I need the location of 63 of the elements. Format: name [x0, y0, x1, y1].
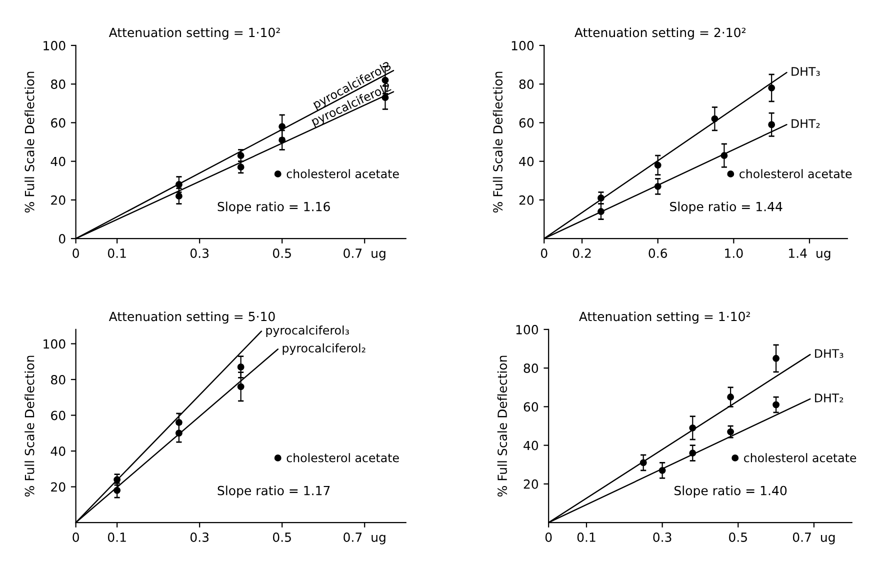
- x-tick-label: 0.1: [108, 248, 126, 258]
- legend-label: cholesterol acetate: [286, 169, 399, 178]
- y-tick-label: 20: [524, 479, 538, 489]
- annotation: Slope ratio = 1.16: [218, 202, 330, 214]
- y-tick-label: 20: [51, 482, 66, 492]
- x-tick-label: 0: [72, 532, 79, 542]
- y-tick-label: 100: [516, 324, 538, 334]
- y-tick-label: 20: [519, 195, 534, 205]
- series-label: DHT₂: [815, 394, 844, 402]
- chart-title: Attenuation setting = 1·10²: [108, 28, 280, 40]
- x-tick-label: 0.1: [577, 532, 596, 542]
- x-tick-label: 0.3: [653, 532, 672, 542]
- series-label: DHT₃: [815, 349, 844, 358]
- x-tick-label: 1.4 ug: [789, 248, 830, 260]
- x-tick-label: 0.5: [729, 532, 747, 542]
- y-tick-label: 60: [51, 410, 66, 420]
- y-axis-title: % Full Scale Deflection: [492, 72, 503, 213]
- y-tick-label: 40: [50, 156, 66, 166]
- y-tick-label: 40: [519, 156, 534, 166]
- x-tick-label: 0: [540, 248, 548, 258]
- x-tick-label: 0.5: [272, 248, 291, 258]
- x-tick-label: 0.6: [648, 248, 668, 258]
- y-tick-label: 0: [58, 234, 66, 244]
- y-axis-title: % Full Scale Deflection: [24, 72, 34, 213]
- y-tick-label: 60: [51, 118, 66, 128]
- y-tick-label: 60: [519, 118, 534, 128]
- x-tick-label: 0.5: [272, 532, 291, 542]
- chart-title: Attenuation setting = 5·10: [108, 312, 275, 324]
- x-tick-label: 0.1: [108, 532, 126, 542]
- x-tick-label: 0: [545, 532, 552, 542]
- legend-label: cholesterol acetate: [744, 453, 856, 462]
- x-tick-label: 0.7 ug: [792, 532, 835, 544]
- series-label: DHT₂: [792, 119, 820, 128]
- chart-title: Attenuation setting = 1·10²: [579, 312, 750, 324]
- series-label: pyrocalciferol₃: [266, 326, 349, 337]
- series-label: pyrocalciferol₂: [282, 343, 366, 355]
- y-tick-label: 80: [524, 364, 538, 373]
- x-tick-label: 0.3: [190, 532, 209, 542]
- y-axis-title: % Full Scale Deflection: [497, 356, 508, 497]
- annotation: Slope ratio = 1.17: [218, 486, 330, 498]
- y-axis-title: % Full Scale Deflection: [24, 356, 34, 497]
- annotation: Slope ratio = 1.40: [674, 486, 787, 498]
- y-tick-label: 80: [51, 80, 66, 89]
- legend-label: cholesterol acetate: [286, 453, 399, 462]
- series-label: DHT₃: [792, 67, 820, 76]
- x-tick-label: 0.7 ug: [344, 248, 386, 260]
- y-tick-label: 80: [519, 80, 534, 89]
- x-tick-label: 1.0: [725, 248, 743, 258]
- y-tick-label: 100: [512, 40, 534, 50]
- y-tick-label: 100: [44, 40, 66, 50]
- y-tick-label: 40: [50, 446, 66, 456]
- y-tick-label: 100: [44, 339, 66, 349]
- x-tick-label: 0.3: [190, 248, 209, 258]
- annotation: Slope ratio = 1.44: [670, 202, 782, 214]
- legend-label: cholesterol acetate: [740, 169, 852, 178]
- chart-title: Attenuation setting = 2·10²: [574, 28, 746, 40]
- x-tick-label: 0: [72, 248, 79, 258]
- y-tick-label: 60: [524, 402, 538, 412]
- x-tick-label: 0.7 ug: [344, 532, 386, 544]
- y-tick-label: 40: [524, 440, 538, 450]
- y-tick-label: 80: [51, 374, 66, 384]
- y-tick-label: 20: [51, 195, 66, 205]
- x-tick-label: 0.2: [572, 248, 591, 258]
